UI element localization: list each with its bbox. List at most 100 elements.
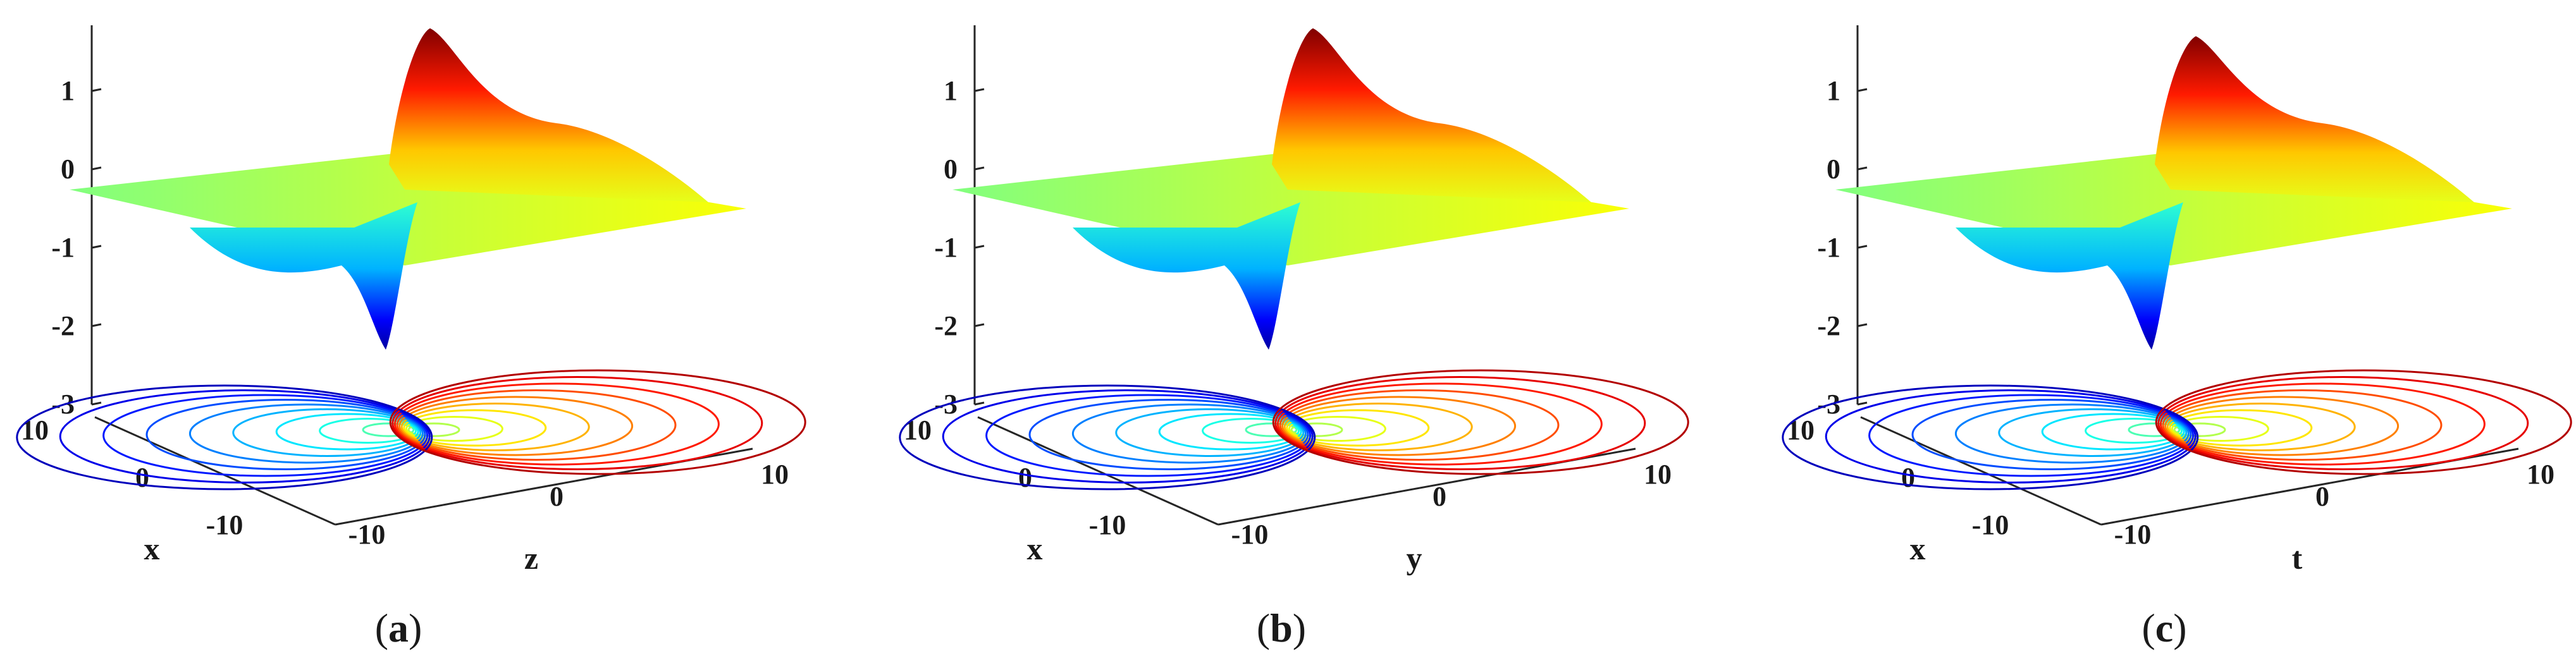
surface-peak xyxy=(389,28,708,203)
contour-line-negative xyxy=(1998,408,2188,457)
contour-line-negative xyxy=(2085,418,2183,444)
z-tick-mark xyxy=(91,323,102,327)
z-tick-mark xyxy=(974,323,985,327)
y-tick-label: 0 xyxy=(550,481,564,512)
contour-line-negative xyxy=(102,394,429,477)
contour-line-positive xyxy=(2157,376,2529,470)
contour-line-positive xyxy=(407,422,460,437)
x-tick-label: 0 xyxy=(1018,462,1032,493)
contour-line-negative xyxy=(1245,422,1298,437)
contour-line-positive xyxy=(398,396,634,456)
z-tick-mark xyxy=(1857,166,1868,171)
contour-line-positive xyxy=(2159,382,2486,466)
x-tick-label: -10 xyxy=(1972,509,2009,540)
contour-line-positive xyxy=(2169,409,2313,447)
surface-peak xyxy=(1272,28,1591,203)
contour-line-positive xyxy=(1279,389,1560,461)
z-tick-label: 0 xyxy=(944,154,958,185)
z-tick-mark xyxy=(1857,88,1868,92)
x-tick-label: 0 xyxy=(135,462,149,493)
y-tick-label: -10 xyxy=(1231,519,1269,550)
z-tick-mark xyxy=(1857,323,1868,327)
z-tick-mark xyxy=(974,401,985,406)
z-tick-mark xyxy=(974,88,985,92)
z-tick-mark xyxy=(91,245,102,249)
contour-line-positive xyxy=(2164,396,2400,456)
x-tick-label: 0 xyxy=(1901,462,1915,493)
z-tick-label: -2 xyxy=(51,310,75,341)
surface xyxy=(1835,36,2512,350)
z-tick-label: -2 xyxy=(1817,310,1840,341)
z-tick-label: -1 xyxy=(934,232,958,263)
x-tick-label: -10 xyxy=(1089,509,1126,540)
contour-line-negative xyxy=(1911,399,2192,470)
contour-line-positive xyxy=(403,409,547,447)
contour-line-negative xyxy=(1158,413,1302,451)
y-tick-label: -10 xyxy=(348,519,386,550)
contour-line-negative xyxy=(275,413,419,451)
contour-line-negative xyxy=(188,403,424,464)
y-tick-label: 0 xyxy=(2315,481,2329,512)
contour-line-positive xyxy=(2155,369,2572,475)
surface-trough xyxy=(190,202,417,350)
y-tick-label: 0 xyxy=(1433,481,1446,512)
y-axis-label: z xyxy=(524,540,538,576)
panel-letter: c xyxy=(2155,605,2173,650)
contour-line-negative xyxy=(1868,394,2195,477)
panel-caption: (c) xyxy=(2142,605,2186,650)
contour-line-negative xyxy=(232,408,422,457)
surface-trough xyxy=(1956,202,2183,350)
x-axis-line xyxy=(94,416,336,526)
contour-line-positive xyxy=(389,369,806,475)
z-tick-mark xyxy=(974,245,985,249)
panel-letter: b xyxy=(1270,605,1293,650)
contour-line-positive xyxy=(1272,369,1689,475)
contour-line-negative xyxy=(1028,399,1309,470)
surface xyxy=(952,28,1629,350)
y-tick-label: 10 xyxy=(1644,459,1672,490)
x-tick-label: 10 xyxy=(904,415,932,446)
contour-line-negative xyxy=(1071,403,1307,464)
x-axis-line xyxy=(977,416,1219,526)
contour-line-positive xyxy=(1281,396,1517,456)
contour-line-negative xyxy=(899,384,1316,490)
contour-line-positive xyxy=(400,403,590,451)
z-tick-label: 1 xyxy=(944,75,958,106)
contour-line-positive xyxy=(2173,422,2226,437)
z-tick-label: -2 xyxy=(934,310,958,341)
contour-line-positive xyxy=(393,382,720,466)
y-axis-label: y xyxy=(1407,540,1422,576)
y-tick-label: 10 xyxy=(2527,459,2554,490)
contour-line-negative xyxy=(1115,408,1305,457)
contour-line-positive xyxy=(2162,389,2443,461)
x-axis-label: x xyxy=(144,531,160,566)
contour-line-positive xyxy=(391,376,763,470)
z-tick-mark xyxy=(91,401,102,406)
contour-line-positive xyxy=(1283,403,1473,451)
y-tick-label: -10 xyxy=(2114,519,2152,550)
contour-line-positive xyxy=(405,416,503,442)
contour-line-positive xyxy=(2171,416,2269,442)
contour-line-positive xyxy=(1288,416,1386,442)
contour-line-negative xyxy=(1782,384,2199,490)
surface-peak xyxy=(2155,36,2474,202)
surface xyxy=(70,28,746,350)
x-tick-label: -10 xyxy=(206,509,243,540)
contour-line-negative xyxy=(2128,422,2181,437)
panel-letter: a xyxy=(388,605,409,650)
contour-projection xyxy=(16,369,806,490)
contour-line-positive xyxy=(396,389,677,461)
x-tick-label: 10 xyxy=(21,415,49,446)
contour-line-negative xyxy=(1825,389,2197,484)
z-tick-mark xyxy=(974,166,985,171)
contour-line-negative xyxy=(362,422,415,437)
panel-caption: (a) xyxy=(375,605,422,650)
contour-line-positive xyxy=(1276,382,1603,466)
panel-caption: (b) xyxy=(1257,605,1306,650)
contour-line-positive xyxy=(1274,376,1646,470)
contour-line-negative xyxy=(985,394,1312,477)
contour-projection xyxy=(1782,369,2572,490)
z-tick-label: 0 xyxy=(61,154,75,185)
z-tick-label: 1 xyxy=(1827,75,1840,106)
